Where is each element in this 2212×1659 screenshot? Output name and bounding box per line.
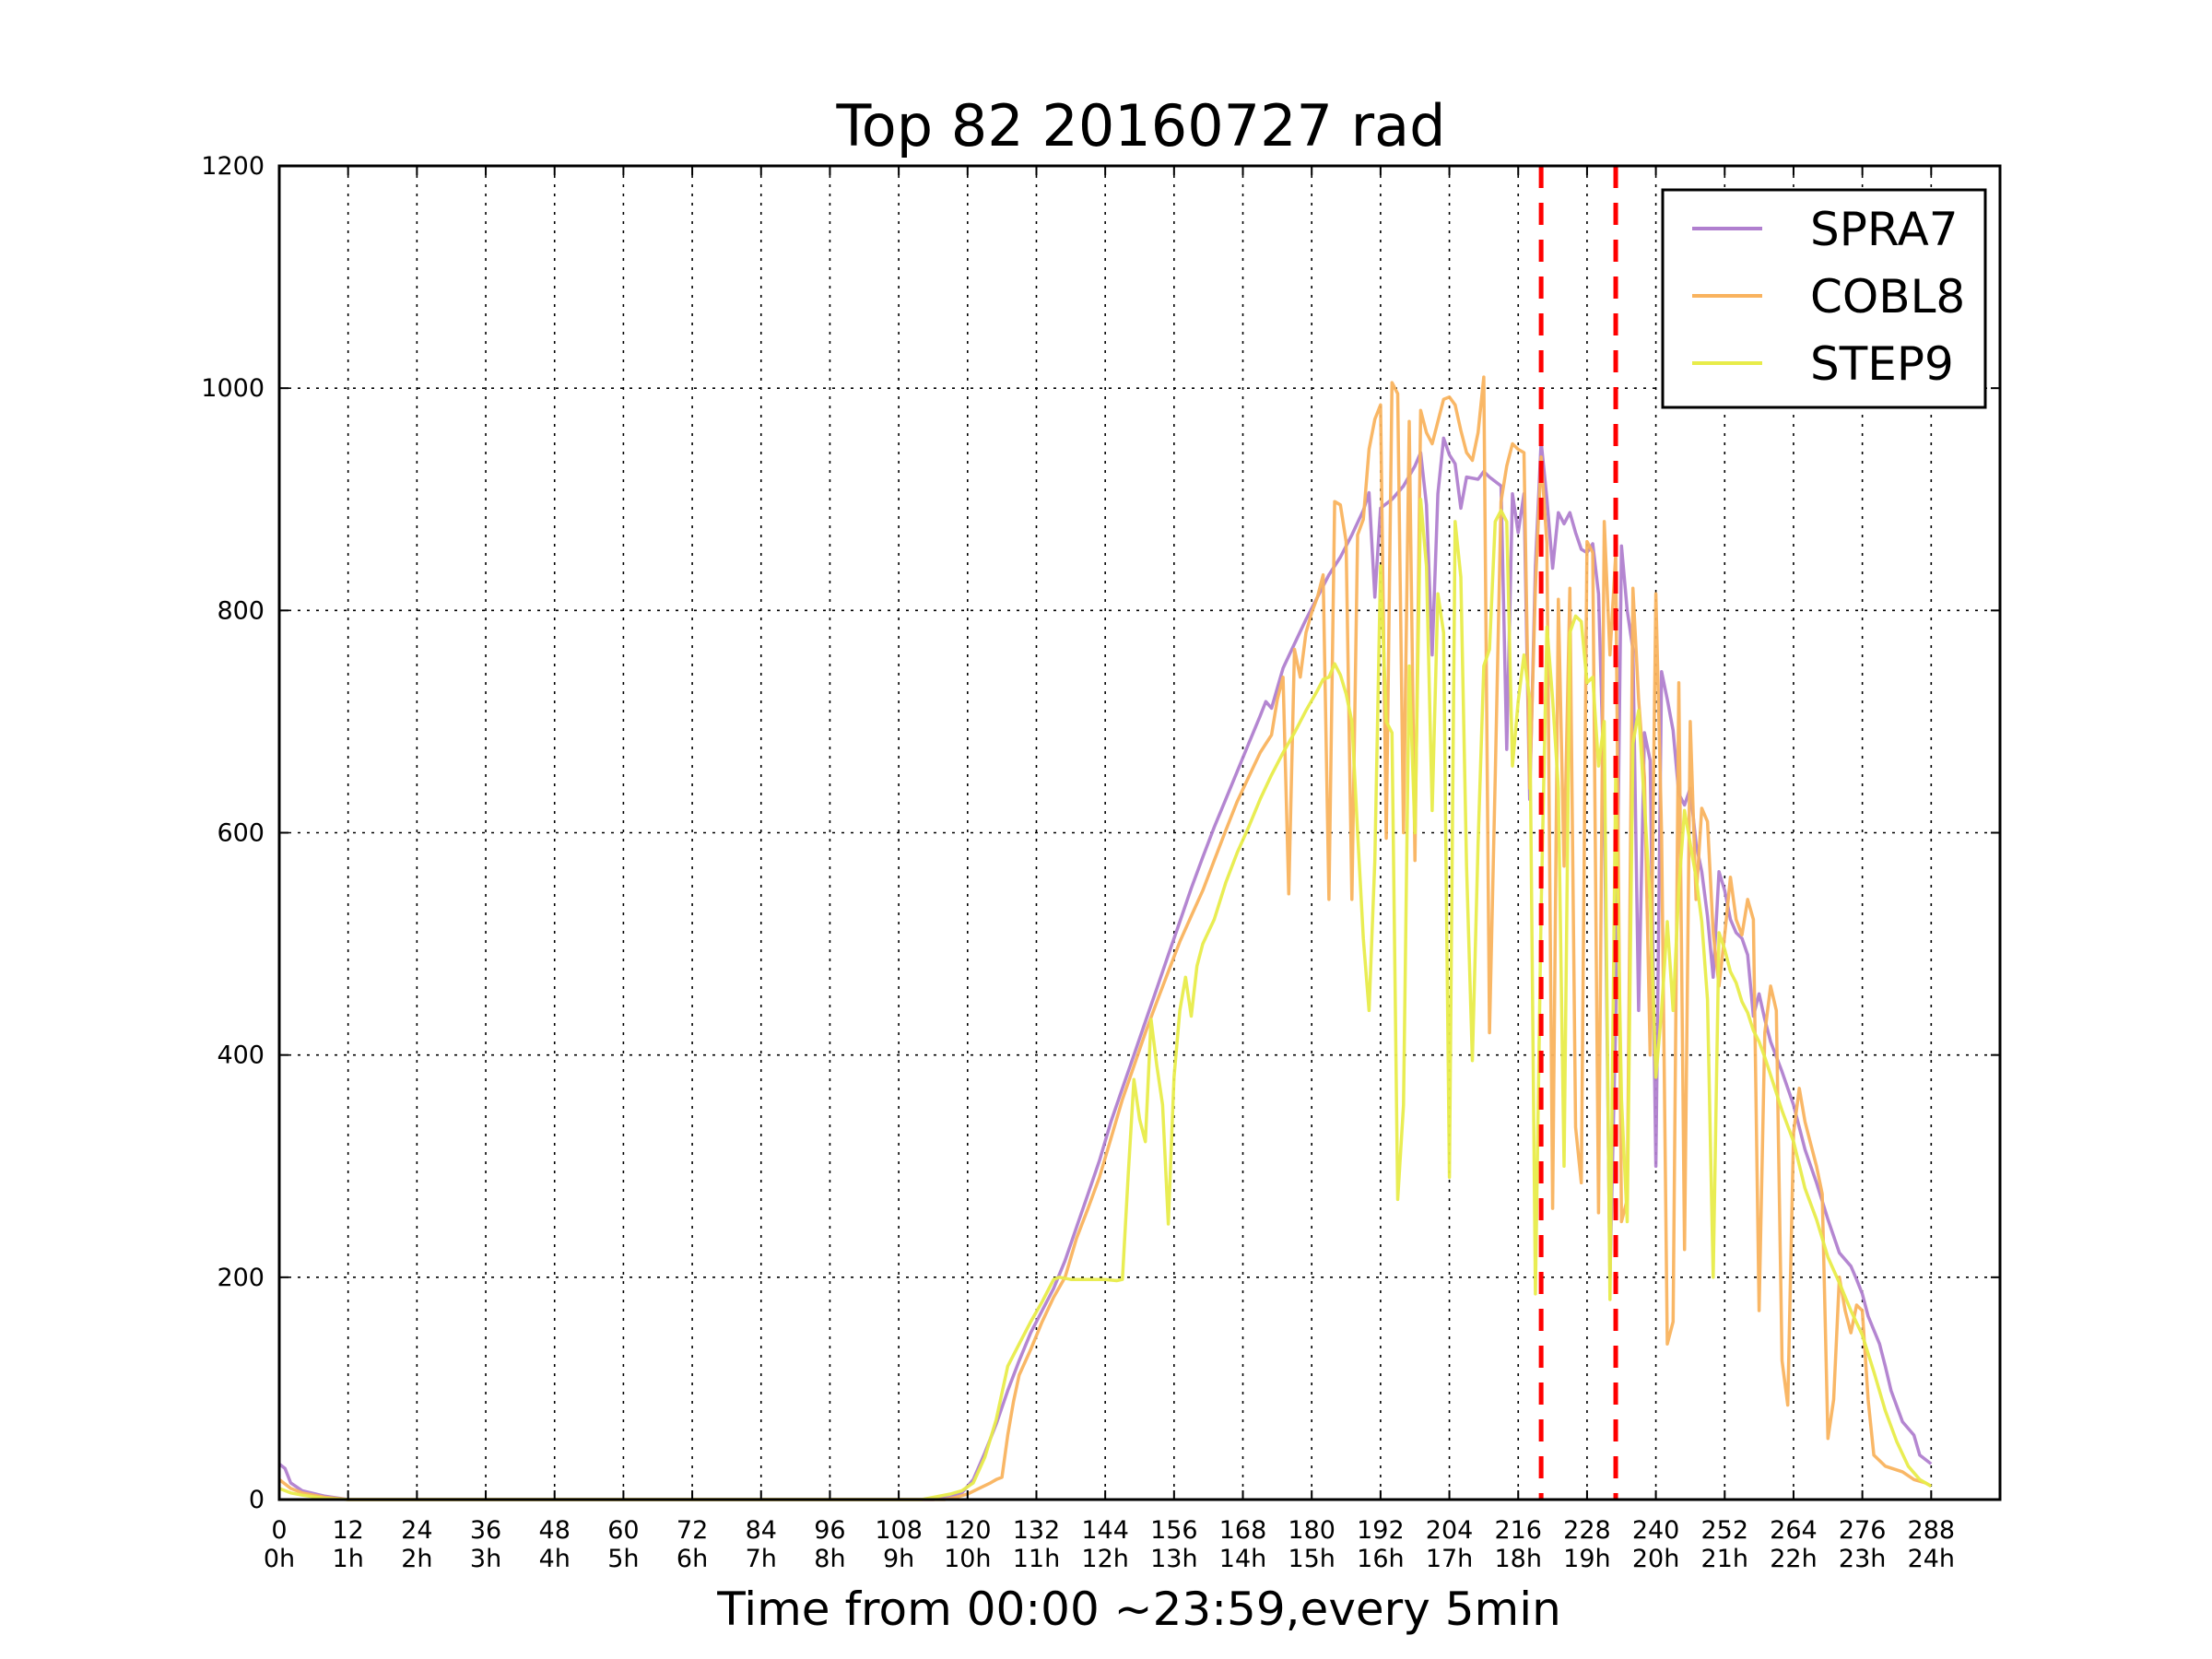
chart-title: Top 82 20160727 rad <box>835 92 1445 159</box>
vertical-markers <box>1538 166 1618 1500</box>
x-tick-label: 288 <box>1908 1516 1956 1545</box>
x-tick-hour-label: 23h <box>1839 1545 1886 1573</box>
legend-label-step9: STEP9 <box>1810 337 1954 391</box>
x-tick-hour-label: 0h <box>264 1545 295 1573</box>
x-tick-hour-label: 20h <box>1632 1545 1679 1573</box>
legend-label-spra7: SPRA7 <box>1810 203 1959 256</box>
series-line-step9 <box>278 498 1933 1501</box>
x-tick-label: 276 <box>1839 1516 1887 1545</box>
x-tick-hour-label: 10h <box>944 1545 991 1573</box>
x-tick-hour-label: 22h <box>1770 1545 1817 1573</box>
x-tick-hour-label: 11h <box>1013 1545 1060 1573</box>
x-tick-hour-label: 16h <box>1357 1545 1404 1573</box>
x-tick-hour-label: 17h <box>1426 1545 1473 1573</box>
x-tick-label: 252 <box>1701 1516 1749 1545</box>
x-tick-label: 0 <box>271 1516 287 1545</box>
x-tick-label: 168 <box>1219 1516 1267 1545</box>
x-tick-label: 228 <box>1563 1516 1611 1545</box>
x-tick-label: 48 <box>539 1516 571 1545</box>
x-tick-label: 132 <box>1013 1516 1061 1545</box>
x-tick-hour-label: 1h <box>333 1545 364 1573</box>
y-tick-label: 400 <box>217 1041 265 1070</box>
x-tick-label: 60 <box>607 1516 639 1545</box>
legend-box <box>1661 188 1987 409</box>
x-tick-label: 216 <box>1494 1516 1542 1545</box>
x-tick-hour-label: 14h <box>1219 1545 1266 1573</box>
x-tick-hour-label: 12h <box>1081 1545 1128 1573</box>
x-tick-label: 24 <box>401 1516 432 1545</box>
x-tick-label: 264 <box>1770 1516 1818 1545</box>
x-tick-hour-label: 8h <box>814 1545 845 1573</box>
x-tick-label: 144 <box>1081 1516 1129 1545</box>
x-tick-hour-label: 18h <box>1495 1545 1542 1573</box>
series-line-spra7 <box>277 436 1933 1501</box>
x-tick-label: 108 <box>875 1516 923 1545</box>
x-tick-hour-label: 4h <box>539 1545 571 1573</box>
x-tick-hour-label: 2h <box>401 1545 432 1573</box>
x-tick-label: 156 <box>1150 1516 1198 1545</box>
x-tick-label: 72 <box>677 1516 708 1545</box>
x-tick-label: 84 <box>746 1516 777 1545</box>
x-tick-hour-label: 3h <box>470 1545 501 1573</box>
legend-label-cobl8: COBL8 <box>1810 270 1965 324</box>
y-tick-label: 200 <box>217 1264 265 1292</box>
x-tick-hour-label: 15h <box>1288 1545 1335 1573</box>
x-tick-label: 240 <box>1632 1516 1680 1545</box>
y-tick-label: 1000 <box>201 374 265 403</box>
x-tick-label: 192 <box>1357 1516 1405 1545</box>
y-tick-label: 0 <box>249 1486 265 1514</box>
legend: SPRA7 COBL8 STEP9 <box>1661 188 1987 409</box>
x-tick-hour-label: 5h <box>607 1545 639 1573</box>
x-tick-hour-label: 9h <box>883 1545 914 1573</box>
axis-ticks: 00h121h242h363h484h605h726h847h968h1089h… <box>201 152 2000 1573</box>
x-tick-hour-label: 24h <box>1908 1545 1955 1573</box>
x-tick-hour-label: 13h <box>1150 1545 1197 1573</box>
x-tick-label: 204 <box>1426 1516 1474 1545</box>
y-tick-label: 800 <box>217 596 265 625</box>
x-tick-label: 36 <box>470 1516 501 1545</box>
x-tick-hour-label: 7h <box>746 1545 777 1573</box>
x-tick-hour-label: 21h <box>1701 1545 1748 1573</box>
x-tick-label: 12 <box>333 1516 364 1545</box>
x-axis-label: Time from 00:00 ~23:59,every 5min <box>716 1583 1561 1636</box>
x-tick-hour-label: 19h <box>1563 1545 1610 1573</box>
x-tick-label: 96 <box>814 1516 845 1545</box>
x-tick-label: 120 <box>944 1516 992 1545</box>
series-line-cobl8 <box>277 375 1933 1501</box>
y-tick-label: 1200 <box>201 152 265 181</box>
series-lines <box>277 375 1933 1501</box>
x-tick-hour-label: 6h <box>677 1545 708 1573</box>
x-tick-label: 180 <box>1288 1516 1335 1545</box>
y-tick-label: 600 <box>217 819 265 848</box>
